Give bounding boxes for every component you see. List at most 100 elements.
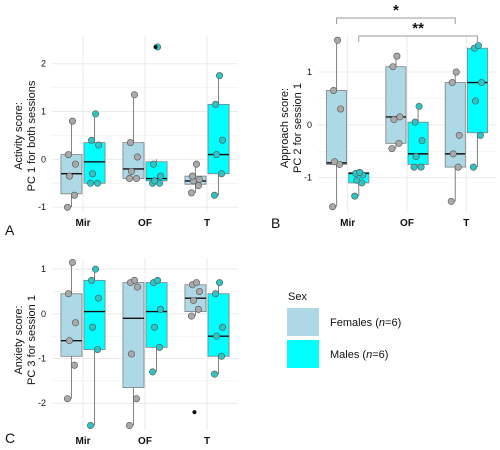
box-female-of xyxy=(385,66,407,144)
data-point-female xyxy=(329,203,337,211)
data-point-male xyxy=(211,191,219,199)
data-point-male xyxy=(219,136,227,144)
data-point-female xyxy=(127,350,135,358)
data-point-male xyxy=(213,332,221,340)
data-point-male xyxy=(216,72,224,80)
data-point-female xyxy=(455,131,463,139)
data-point-female xyxy=(187,189,195,197)
outlier-point xyxy=(192,410,197,415)
data-point-female xyxy=(393,52,401,60)
data-point-male xyxy=(218,170,226,178)
data-point-female xyxy=(447,197,455,205)
data-point-female xyxy=(130,91,138,99)
x-tick-label: OF xyxy=(138,218,152,229)
data-point-female xyxy=(194,182,202,190)
data-point-male xyxy=(212,290,220,298)
data-point-female xyxy=(187,312,195,320)
data-point-female xyxy=(130,276,138,284)
significance-bracket xyxy=(358,35,478,42)
data-point-female xyxy=(448,79,456,87)
panel-b-letter: B xyxy=(271,215,280,231)
data-point-male xyxy=(356,168,364,176)
data-point-female xyxy=(64,290,72,298)
data-point-female xyxy=(132,175,140,183)
y-tick-label: -2 xyxy=(38,398,46,408)
data-point-male xyxy=(412,153,420,161)
panel-b-ylabel-line2: PC 2 for session 1 xyxy=(292,83,304,173)
legend-swatch-female xyxy=(287,308,319,336)
box-male-t xyxy=(207,103,230,175)
data-point-male xyxy=(88,276,96,284)
data-point-female xyxy=(68,117,76,125)
data-point-female xyxy=(125,175,133,183)
data-point-male xyxy=(213,151,221,159)
data-point-female xyxy=(192,279,200,287)
data-point-female xyxy=(194,305,202,313)
data-point-male xyxy=(476,131,484,139)
data-point-female xyxy=(63,395,71,403)
data-point-female xyxy=(454,163,462,171)
legend-label-female: Females (n=6) xyxy=(330,317,401,329)
data-point-female xyxy=(192,160,200,168)
data-point-male xyxy=(94,179,102,187)
data-point-female xyxy=(195,175,203,183)
legend-title: Sex xyxy=(288,291,307,303)
data-point-female xyxy=(70,191,78,199)
x-tick-label: Mir xyxy=(76,218,91,229)
data-point-female xyxy=(64,151,72,159)
y-tick-label: 1 xyxy=(41,264,46,274)
x-tick-label: Mir xyxy=(76,436,91,447)
data-point-female xyxy=(65,337,73,345)
panel-c-ylabel-line1: Anxiety score: xyxy=(13,305,25,374)
data-point-male xyxy=(469,163,477,171)
outlier-point xyxy=(153,44,158,49)
panel-c-ylabel-line2: PC 3 for session 1 xyxy=(26,295,38,385)
data-point-male xyxy=(411,118,419,126)
y-tick-label: -1 xyxy=(38,202,46,212)
data-point-male xyxy=(157,305,165,313)
x-tick-label: T xyxy=(204,436,210,447)
data-point-female xyxy=(133,153,141,161)
data-point-female xyxy=(68,258,76,266)
legend-swatch-male xyxy=(287,340,319,368)
data-point-female xyxy=(452,68,460,76)
data-point-female xyxy=(331,158,339,166)
data-point-male xyxy=(154,276,162,284)
data-point-female xyxy=(188,172,196,180)
data-point-female xyxy=(125,422,133,430)
data-point-male xyxy=(87,422,95,430)
data-point-female xyxy=(65,172,73,180)
data-point-male xyxy=(150,160,158,168)
data-point-female xyxy=(390,116,398,124)
significance-label: * xyxy=(393,2,399,19)
data-point-male xyxy=(95,141,103,149)
data-point-male xyxy=(353,176,361,184)
panel-a-letter: A xyxy=(5,222,15,238)
data-point-female xyxy=(71,160,79,168)
y-tick-label: 1 xyxy=(307,67,312,77)
data-point-male xyxy=(151,177,159,185)
panel-a: -1 0 1 2 Mir OF T Activity score: PC 1 for bot… xyxy=(5,35,238,238)
box-female-mir xyxy=(326,90,348,165)
data-point-female xyxy=(449,150,457,158)
x-tick-label: Mir xyxy=(340,218,355,229)
data-point-female xyxy=(195,288,203,296)
y-tick-label: 0 xyxy=(41,154,46,164)
y-tick-label: 2 xyxy=(41,59,46,69)
data-point-male xyxy=(156,343,164,351)
data-point-female xyxy=(70,361,78,369)
data-point-female xyxy=(71,319,79,327)
panel-c: -2 -1 0 1 Mir OF T Anxiety score: PC 3 for ses… xyxy=(5,258,238,447)
legend-label-male: Males (n=6) xyxy=(330,349,388,361)
data-point-male xyxy=(351,192,359,200)
panel-c-plot-area: -2 -1 0 1 Mir OF T xyxy=(38,258,238,447)
data-point-male xyxy=(151,323,159,331)
box-male-t xyxy=(207,293,230,357)
data-point-male xyxy=(417,163,425,171)
data-point-female xyxy=(63,203,71,211)
box-male-t xyxy=(466,47,488,134)
data-point-male xyxy=(216,279,224,287)
legend: Sex Females (n=6) Males (n=6) xyxy=(287,291,401,368)
